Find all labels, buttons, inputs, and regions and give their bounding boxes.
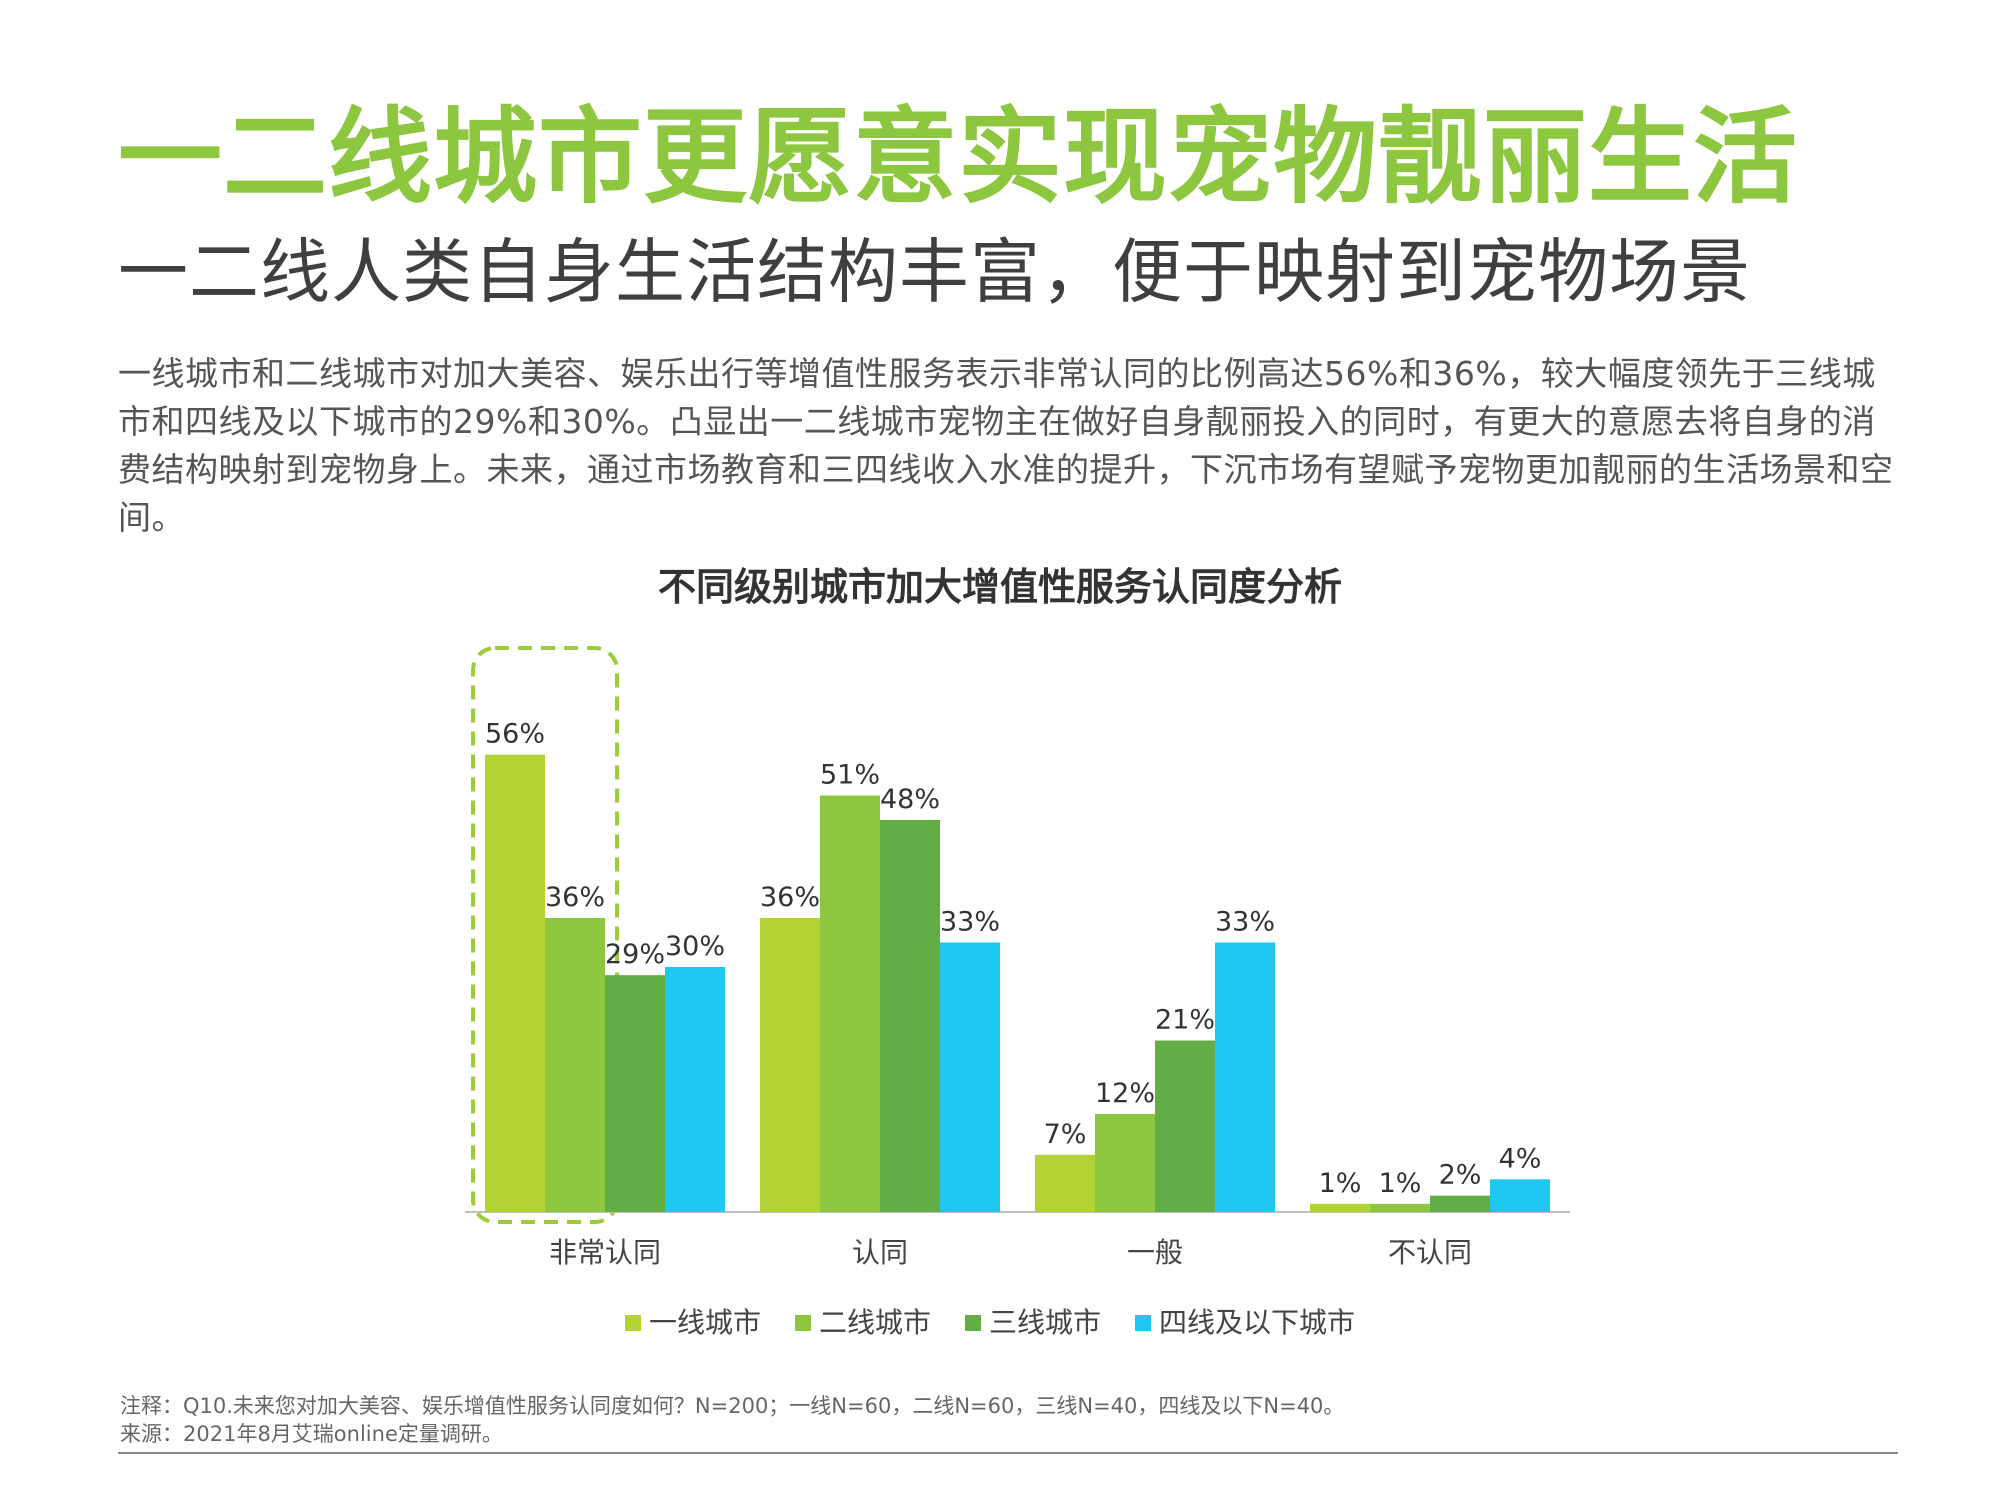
- data-label: 7%: [1044, 1119, 1087, 1150]
- data-label: 29%: [605, 939, 665, 970]
- data-label: 51%: [820, 760, 880, 791]
- legend-swatch: [965, 1315, 981, 1331]
- bar: [1310, 1203, 1370, 1212]
- legend-label: 二线城市: [819, 1306, 931, 1339]
- footnote-note: 注释：Q10.未来您对加大美容、娱乐增值性服务认同度如何？N=200；一线N=6…: [120, 1394, 1345, 1418]
- footnote-source: 来源：2021年8月艾瑞online定量调研。: [120, 1422, 503, 1446]
- data-label: 56%: [485, 719, 545, 750]
- data-label: 30%: [665, 931, 725, 962]
- bar: [880, 820, 940, 1212]
- legend-swatch: [795, 1315, 811, 1331]
- bar: [1035, 1154, 1095, 1212]
- data-label: 2%: [1439, 1160, 1482, 1191]
- bar: [1430, 1195, 1490, 1212]
- bottom-divider: [118, 1452, 1898, 1454]
- data-label: 4%: [1499, 1143, 1542, 1174]
- bar: [665, 967, 725, 1212]
- bar: [1490, 1179, 1550, 1212]
- bar: [1215, 942, 1275, 1212]
- legend-swatch: [1135, 1315, 1151, 1331]
- category-label: 非常认同: [549, 1236, 661, 1269]
- data-label: 48%: [880, 784, 940, 815]
- bar: [1155, 1040, 1215, 1212]
- data-label: 1%: [1379, 1168, 1422, 1199]
- legend-swatch: [625, 1315, 641, 1331]
- data-label: 36%: [760, 882, 820, 913]
- page-subtitle: 一二线人类自身生活结构丰富，便于映射到宠物场景: [118, 231, 1751, 313]
- bar: [760, 918, 820, 1212]
- footnote: 注释：Q10.未来您对加大美容、娱乐增值性服务认同度如何？N=200；一线N=6…: [120, 1392, 1344, 1448]
- page-title: 一二线城市更愿意实现宠物靓丽生活: [118, 96, 1799, 218]
- data-label: 1%: [1319, 1168, 1362, 1199]
- highlight-box: [471, 646, 619, 1224]
- bar: [1095, 1114, 1155, 1212]
- bar: [545, 918, 605, 1212]
- data-label: 12%: [1095, 1078, 1155, 1109]
- legend-label: 四线及以下城市: [1159, 1306, 1355, 1339]
- data-label: 33%: [1215, 907, 1275, 938]
- legend-label: 一线城市: [649, 1306, 761, 1339]
- body-paragraph: 一线城市和二线城市对加大美容、娱乐出行等增值性服务表示非常认同的比例高达56%和…: [118, 354, 1894, 537]
- category-label: 认同: [852, 1236, 908, 1269]
- data-label: 33%: [940, 907, 1000, 938]
- data-label: 36%: [545, 882, 605, 913]
- bar: [820, 795, 880, 1212]
- bar: [940, 942, 1000, 1212]
- bar: [485, 754, 545, 1212]
- data-label: 21%: [1155, 1005, 1215, 1036]
- chart-title: 不同级别城市加大增值性服务认同度分析: [657, 565, 1342, 609]
- bar: [605, 975, 665, 1212]
- legend-label: 三线城市: [989, 1306, 1101, 1339]
- bar: [1370, 1203, 1430, 1212]
- category-label: 一般: [1127, 1236, 1183, 1269]
- category-label: 不认同: [1388, 1236, 1472, 1269]
